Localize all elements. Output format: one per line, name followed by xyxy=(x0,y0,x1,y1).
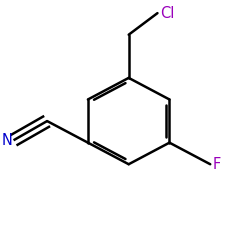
Text: F: F xyxy=(213,157,221,172)
Text: N: N xyxy=(2,133,12,148)
Text: Cl: Cl xyxy=(160,6,174,21)
